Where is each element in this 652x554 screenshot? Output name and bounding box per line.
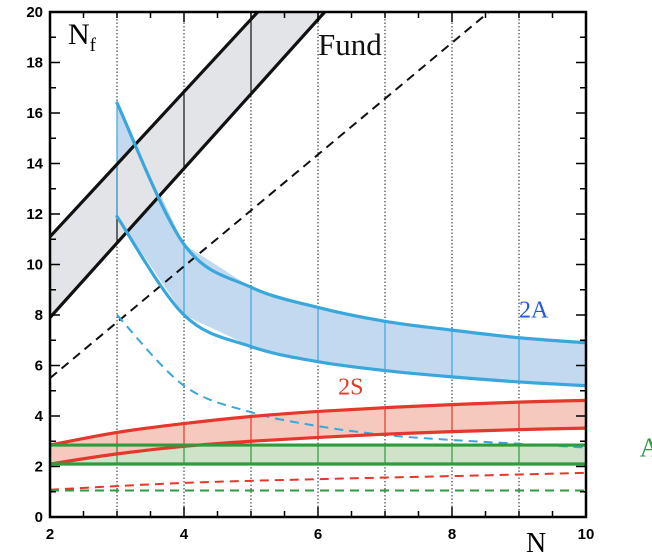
y-axis-label: Nf (68, 18, 97, 56)
y-tick-label: 4 (35, 408, 44, 425)
y-tick-label: 18 (26, 55, 43, 72)
series-label-2a: 2A (519, 298, 549, 324)
x-tick-label: 4 (180, 526, 189, 543)
band-lower-2a (115, 214, 586, 388)
band-upper-2s (50, 398, 586, 447)
y-tick-label: 2 (35, 459, 43, 476)
band-lower-fund (50, 12, 327, 320)
x-tick-label: 6 (314, 526, 322, 543)
series-label-2s: 2S (338, 375, 363, 401)
band-fill-2a (117, 102, 586, 386)
y-tick-label: 12 (26, 206, 43, 223)
series-label-adj: Adj (640, 432, 652, 462)
band-upper-fund (50, 12, 260, 239)
axis-ticks (49, 11, 587, 518)
x-axis-label: N (526, 528, 546, 554)
y-tick-label: 14 (26, 156, 43, 173)
x-tick-label: 8 (448, 526, 456, 543)
y-tick-label: 8 (35, 307, 43, 324)
y-tick-label: 10 (26, 257, 43, 274)
y-tick-label: 16 (26, 105, 43, 122)
dashed-line-2a (116, 314, 586, 449)
y-tick-label: 20 (26, 4, 43, 21)
band-upper-2a (115, 101, 586, 345)
y-tick-label: 0 (35, 509, 43, 526)
x-tick-label: 2 (46, 526, 54, 543)
band-lower-2s (50, 426, 586, 466)
series-label-fund: Fund (318, 27, 382, 62)
x-tick-label: 10 (578, 526, 595, 543)
band-lines (50, 12, 586, 492)
dashed-line-fund (50, 12, 490, 379)
y-axis-label-subscript: f (90, 35, 97, 56)
y-tick-label: 6 (35, 358, 43, 375)
